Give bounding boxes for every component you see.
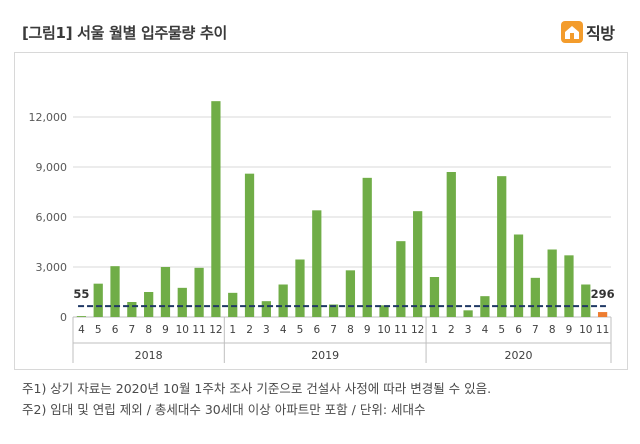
y-tick-label: 9,000 <box>36 161 68 174</box>
bar <box>93 283 103 317</box>
bar <box>127 302 137 317</box>
bar <box>110 266 120 317</box>
y-tick-label: 0 <box>60 311 67 324</box>
x-tick-label: 11 <box>596 324 609 336</box>
bar <box>211 101 221 317</box>
x-tick-label: 12 <box>411 324 424 336</box>
x-tick-label: 10 <box>176 324 189 336</box>
house-icon <box>561 21 583 43</box>
x-tick-label: 7 <box>532 324 539 336</box>
bar <box>463 310 473 317</box>
y-tick-label: 6,000 <box>36 211 68 224</box>
x-tick-label: 1 <box>431 324 438 336</box>
bar <box>379 305 389 317</box>
x-tick-label: 12 <box>209 324 222 336</box>
x-tick-label: 5 <box>297 324 304 336</box>
bar <box>261 301 271 317</box>
y-tick-label: 12,000 <box>29 111 68 124</box>
x-tick-label: 4 <box>78 324 85 336</box>
bar <box>530 277 540 317</box>
bar <box>564 255 574 317</box>
bar <box>429 277 440 317</box>
x-tick-label: 8 <box>145 324 152 336</box>
bar <box>413 211 423 317</box>
y-tick-label: 3,000 <box>36 261 68 274</box>
annotation-label: 55 <box>73 287 89 301</box>
x-tick-label: 10 <box>579 324 592 336</box>
bar <box>581 284 591 317</box>
bar <box>446 172 456 317</box>
bar <box>244 173 255 317</box>
x-tick-label: 10 <box>377 324 390 336</box>
x-tick-label: 9 <box>364 324 371 336</box>
bar <box>278 284 288 317</box>
year-label: 2019 <box>311 349 339 362</box>
x-tick-label: 11 <box>192 324 205 336</box>
x-tick-label: 9 <box>162 324 169 336</box>
logo-text: 직방 <box>586 24 615 43</box>
chart-panel: 0 3,000 6,000 9,000 12,000 4 5 6 7 8 9 10 11 12 1 2 3 4 5 6… <box>14 52 628 370</box>
bar <box>345 270 356 317</box>
x-tick-label: 4 <box>482 324 489 336</box>
bar <box>228 292 238 317</box>
bar <box>497 176 507 317</box>
footnotes: 주1) 상기 자료는 2020년 10월 1주차 조사 기준으로 건설사 사정에… <box>22 378 491 420</box>
footnote-1: 주1) 상기 자료는 2020년 10월 1주차 조사 기준으로 건설사 사정에… <box>22 381 492 396</box>
x-tick-label: 2 <box>448 324 455 336</box>
zigbang-logo: 직방 <box>560 18 632 46</box>
bar <box>177 287 187 317</box>
bar <box>513 234 524 317</box>
bar <box>144 292 154 317</box>
x-tick-label: 5 <box>95 324 102 336</box>
bar <box>76 316 87 317</box>
x-tick-label: 3 <box>465 324 472 336</box>
x-tick-label: 7 <box>129 324 136 336</box>
x-tick-label: 8 <box>347 324 354 336</box>
bar <box>295 259 305 317</box>
bar <box>328 304 339 317</box>
year-label: 2018 <box>135 349 163 362</box>
bar <box>362 177 372 317</box>
annotation-label: 296 <box>591 287 615 301</box>
x-tick-label: 2 <box>246 324 253 336</box>
x-tick-label: 8 <box>549 324 556 336</box>
year-label: 2020 <box>505 349 533 362</box>
bar <box>160 267 171 317</box>
bar <box>597 312 608 317</box>
bar <box>547 249 557 317</box>
footnote-2: 주2) 임대 및 연립 제외 / 총세대수 30세대 이상 아파트만 포함 / … <box>22 402 426 417</box>
bar <box>194 267 204 317</box>
bar <box>312 210 322 317</box>
x-tick-label: 6 <box>515 324 522 336</box>
bar <box>396 241 406 317</box>
x-tick-label: 4 <box>280 324 287 336</box>
x-tick-label: 6 <box>112 324 119 336</box>
x-tick-label: 5 <box>498 324 505 336</box>
x-tick-label: 9 <box>566 324 573 336</box>
x-tick-label: 3 <box>263 324 270 336</box>
chart-title: [그림1] 서울 월별 입주물량 추이 <box>22 24 227 42</box>
x-tick-label: 11 <box>394 324 407 336</box>
x-tick-label: 7 <box>330 324 337 336</box>
x-tick-label: 1 <box>229 324 236 336</box>
x-tick-label: 6 <box>313 324 320 336</box>
